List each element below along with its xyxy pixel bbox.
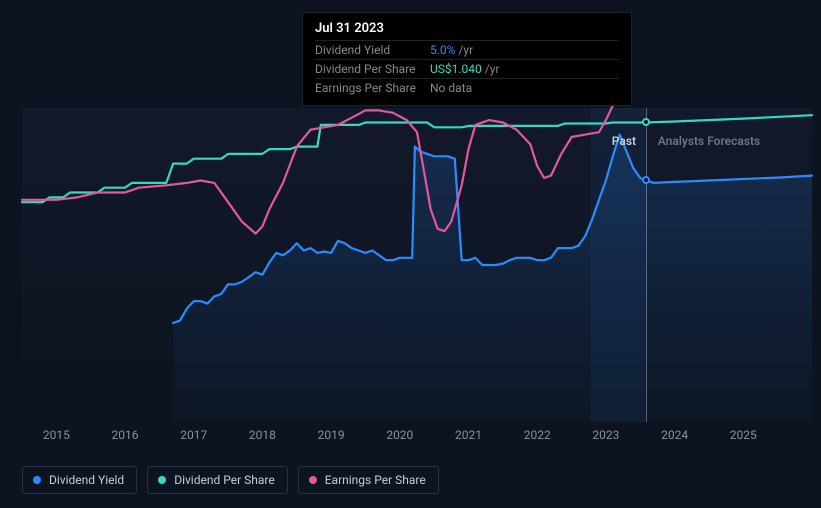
x-axis: 2015 2016 2017 2018 2019 2020 2021 2022 2023 2024… bbox=[22, 428, 812, 448]
tooltip-value: US$1.040 bbox=[430, 62, 482, 76]
tooltip-label: Dividend Yield bbox=[315, 43, 430, 57]
legend-label: Dividend Per Share bbox=[174, 473, 275, 487]
tooltip-row: Dividend Yield5.0%/yr bbox=[315, 40, 619, 59]
x-axis-tick: 2015 bbox=[43, 428, 70, 442]
x-axis-tick: 2016 bbox=[112, 428, 139, 442]
legend-dot-icon bbox=[309, 476, 317, 484]
x-axis-tick: 2018 bbox=[249, 428, 276, 442]
forecast-label: Analysts Forecasts bbox=[658, 134, 760, 148]
legend-item[interactable]: Dividend Yield bbox=[22, 466, 137, 494]
dividend-chart: Jul 31 2023 Dividend Yield5.0%/yrDividen… bbox=[0, 0, 821, 508]
x-axis-tick: 2021 bbox=[455, 428, 482, 442]
tooltip-value: 5.0% bbox=[430, 43, 455, 57]
plot-area[interactable]: Past Analysts Forecasts bbox=[22, 108, 812, 422]
legend-label: Earnings Per Share bbox=[325, 473, 426, 487]
cursor-line bbox=[646, 108, 647, 422]
x-axis-tick: 2017 bbox=[180, 428, 207, 442]
series-marker bbox=[642, 176, 650, 184]
tooltip-date: Jul 31 2023 bbox=[315, 21, 619, 36]
x-axis-tick: 2022 bbox=[524, 428, 551, 442]
tooltip-unit: /yr bbox=[458, 43, 473, 57]
tooltip-row: Earnings Per ShareNo data bbox=[315, 78, 619, 97]
legend-item[interactable]: Earnings Per Share bbox=[298, 466, 439, 494]
series-marker bbox=[642, 118, 650, 126]
tooltip-label: Dividend Per Share bbox=[315, 62, 430, 76]
tooltip-label: Earnings Per Share bbox=[315, 81, 430, 95]
legend-dot-icon bbox=[33, 476, 41, 484]
legend-label: Dividend Yield bbox=[49, 473, 124, 487]
tooltip-unit: /yr bbox=[485, 62, 500, 76]
tooltip-value: No data bbox=[430, 81, 472, 95]
legend: Dividend Yield Dividend Per Share Earnings… bbox=[22, 466, 439, 494]
x-axis-tick: 2019 bbox=[318, 428, 345, 442]
x-axis-tick: 2025 bbox=[730, 428, 757, 442]
x-axis-tick: 2024 bbox=[661, 428, 688, 442]
chart-lines bbox=[22, 108, 812, 422]
chart-tooltip: Jul 31 2023 Dividend Yield5.0%/yrDividen… bbox=[302, 12, 632, 106]
legend-item[interactable]: Dividend Per Share bbox=[147, 466, 288, 494]
x-axis-tick: 2020 bbox=[386, 428, 413, 442]
x-axis-tick: 2023 bbox=[592, 428, 619, 442]
tooltip-row: Dividend Per ShareUS$1.040/yr bbox=[315, 59, 619, 78]
past-label: Past bbox=[612, 134, 636, 148]
legend-dot-icon bbox=[158, 476, 166, 484]
